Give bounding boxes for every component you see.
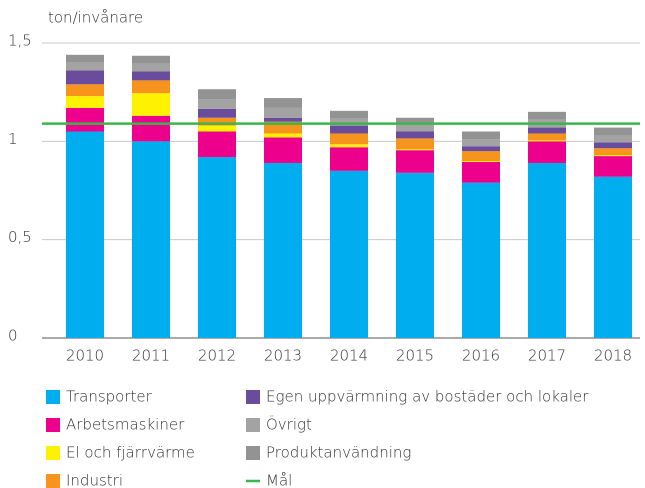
bar-segment — [264, 98, 302, 108]
bar-segment — [396, 117, 434, 125]
bar-segment — [198, 108, 236, 118]
bar-segment — [66, 54, 104, 63]
x-tick-label: 2011 — [132, 347, 170, 365]
bar-segment — [66, 70, 104, 85]
bar-segment — [330, 125, 368, 134]
bar-segment — [594, 135, 632, 143]
legend-swatch — [46, 390, 60, 404]
legend-label: El och fjärrvärme — [66, 444, 195, 462]
legend-label: Egen uppvärmning av bostäder och lokaler — [266, 388, 589, 406]
y-tick-label: 0,5 — [8, 228, 32, 246]
legend-label: Transporter — [66, 388, 153, 406]
legend-label: Mål — [266, 472, 292, 488]
bar-segment — [594, 142, 632, 149]
legend-label: Produktanvändning — [266, 444, 411, 462]
x-tick-label: 2017 — [528, 347, 566, 365]
y-tick-label: 1,5 — [8, 32, 32, 50]
x-tick-label: 2014 — [330, 347, 368, 365]
legend-swatch — [246, 418, 260, 432]
bar-segment — [462, 131, 500, 140]
bar-segment — [396, 138, 434, 150]
bar-segment — [198, 157, 236, 338]
bar-segment — [198, 99, 236, 109]
bar-segment — [330, 144, 368, 148]
bar-segment — [264, 107, 302, 118]
bar-segment — [132, 63, 170, 72]
bar-segment — [264, 133, 302, 138]
bar-segment — [198, 125, 236, 132]
bar-segment — [396, 131, 434, 139]
bar-segment — [396, 150, 434, 173]
legend-swatch — [246, 390, 260, 404]
bar-segment — [462, 146, 500, 152]
bar-segment — [462, 161, 500, 162]
legend-swatch — [246, 446, 260, 460]
legend-swatch — [46, 474, 60, 488]
bar-segment — [198, 117, 236, 126]
bar-segment — [66, 96, 104, 108]
bar-segment — [132, 71, 170, 81]
bar-segment — [528, 162, 566, 338]
bar-segment — [396, 172, 434, 338]
x-tick-label: 2010 — [66, 347, 104, 365]
bar-segment — [264, 137, 302, 163]
bar-segment — [198, 89, 236, 100]
bar-segment — [264, 121, 302, 134]
legend-label: Arbetsmaskiner — [66, 416, 185, 434]
bar-segment — [462, 161, 500, 183]
bar-segment — [330, 118, 368, 126]
bar-segment — [264, 162, 302, 338]
bar-segment — [462, 151, 500, 161]
bar-segment — [132, 93, 170, 116]
bar-segment — [330, 110, 368, 119]
bar-segment — [66, 84, 104, 97]
legend-label: Övrigt — [266, 415, 312, 434]
bar-segment — [132, 141, 170, 338]
legend-swatch — [46, 418, 60, 432]
bar-segment — [594, 127, 632, 136]
bar-segment — [594, 176, 632, 338]
bar-segment — [528, 141, 566, 163]
y-tick-label: 1 — [8, 130, 18, 148]
bar-segment — [528, 127, 566, 134]
bar-segment — [132, 55, 170, 64]
bar-segment — [66, 62, 104, 71]
bar-segment — [330, 170, 368, 338]
x-tick-label: 2013 — [264, 347, 302, 365]
bar-segment — [594, 148, 632, 156]
bar-segment — [396, 124, 434, 132]
bar-segment — [66, 107, 104, 132]
bar-segment — [528, 140, 566, 142]
bar-segment — [462, 182, 500, 338]
legend-label: Industri — [66, 472, 123, 488]
legend-swatch — [46, 446, 60, 460]
bar-segment — [132, 115, 170, 142]
x-tick-label: 2018 — [594, 347, 632, 365]
bar-segment — [396, 149, 434, 151]
bar-segment — [462, 139, 500, 147]
y-axis-label: ton/invånare — [48, 9, 143, 27]
x-tick-label: 2015 — [396, 347, 434, 365]
bar-segment — [528, 111, 566, 120]
bar-segment — [198, 131, 236, 158]
bar-segment — [594, 156, 632, 177]
bar-segment — [330, 133, 368, 145]
bar-segment — [594, 155, 632, 157]
bar-segment — [132, 80, 170, 94]
x-tick-label: 2012 — [198, 347, 236, 365]
bar-segment — [528, 133, 566, 141]
y-tick-label: 0 — [8, 327, 18, 345]
bar-segment — [330, 147, 368, 171]
x-tick-label: 2016 — [462, 347, 500, 365]
bar-segment — [264, 117, 302, 122]
bar-segment — [66, 131, 104, 338]
